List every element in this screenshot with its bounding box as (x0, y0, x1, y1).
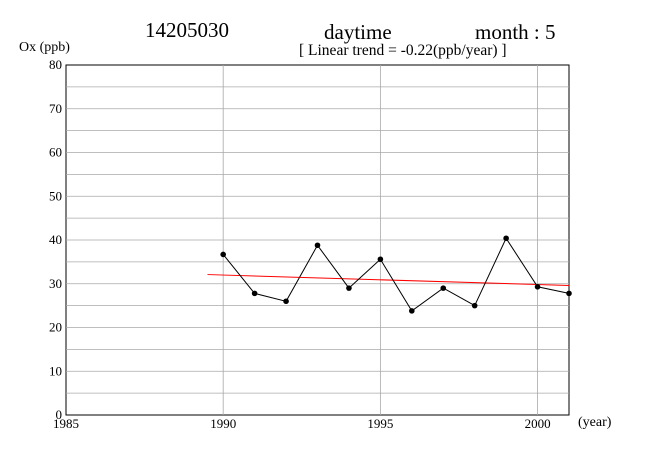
station-id: 14205030 (145, 18, 229, 42)
y-axis-label: Ox (ppb) (19, 40, 70, 55)
data-point (314, 242, 321, 249)
y-tick-label: 80 (49, 57, 62, 72)
period-label: daytime (324, 20, 392, 44)
linear-trend-label: [ Linear trend = -0.22(ppb/year) ] (299, 42, 507, 59)
data-point (471, 302, 478, 309)
data-point (566, 290, 572, 297)
x-axis-label: (year) (578, 415, 612, 430)
data-point (503, 235, 509, 242)
x-tick-label: 1990 (210, 416, 236, 431)
x-tick-label: 1985 (53, 416, 79, 431)
y-tick-label: 40 (49, 232, 62, 247)
data-point (251, 290, 258, 297)
data-point (440, 285, 447, 291)
data-point (283, 298, 289, 305)
trend-line (207, 274, 570, 286)
data-point (409, 308, 415, 314)
y-tick-label: 0 (56, 407, 63, 422)
y-tick-label: 20 (49, 320, 62, 335)
data-point (346, 285, 352, 291)
x-tick-label: 1995 (367, 416, 393, 431)
series-line (222, 237, 570, 312)
data-point (377, 256, 384, 263)
y-tick-label: 70 (49, 101, 62, 116)
x-tick-label: 2000 (525, 416, 551, 431)
y-tick-label: 30 (49, 276, 62, 291)
data-point (220, 251, 226, 258)
y-tick-label: 60 (49, 145, 62, 160)
y-tick-label: 10 (49, 363, 62, 378)
month-label: month : 5 (475, 20, 556, 44)
y-tick-label: 50 (49, 188, 62, 203)
data-point (534, 284, 541, 290)
